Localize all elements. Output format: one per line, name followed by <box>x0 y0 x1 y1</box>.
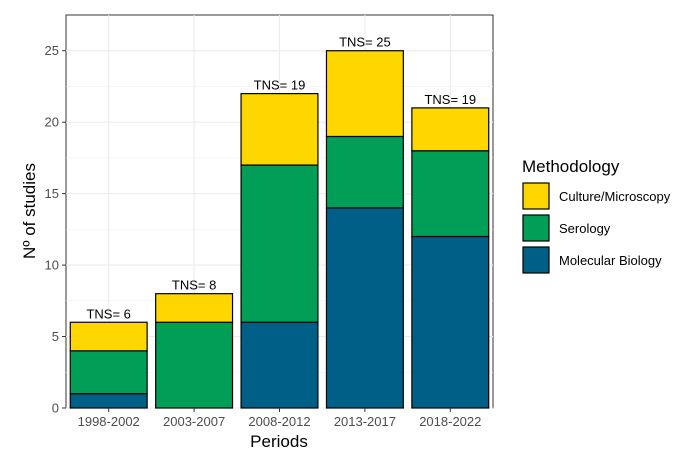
bar-segment-serology <box>69 350 148 395</box>
legend-label-culture-microscopy: Culture/Microscopy <box>559 189 671 204</box>
x-axis-title: Periods <box>250 432 308 450</box>
bar-segment-molecular-biology <box>240 321 319 409</box>
bar-segment-molecular-biology <box>411 235 490 409</box>
legend-swatch-culture-microscopy <box>522 182 550 210</box>
legend-swatch-molecular-biology <box>522 246 550 274</box>
bar-segment-culture-microscopy <box>325 50 404 138</box>
bar-segment-serology <box>411 150 490 238</box>
bar-segment-serology <box>155 321 234 409</box>
bar-segment-serology <box>240 164 319 323</box>
legend-label-molecular-biology: Molecular Biology <box>559 253 662 268</box>
bar-segment-molecular-biology <box>69 393 148 409</box>
legend-title: Methodology <box>522 157 620 176</box>
legend-label-serology: Serology <box>559 221 611 236</box>
x-tick-label: 2008-2012 <box>248 414 310 429</box>
y-tick-label: 10 <box>45 258 59 273</box>
y-axis: 0 5 10 15 20 25 <box>45 43 66 416</box>
bar-total-label: TNS= 8 <box>172 278 216 293</box>
bar-total-label: TNS= 19 <box>254 78 306 93</box>
bars <box>69 50 490 409</box>
x-axis: 1998-2002 2003-2007 2008-2012 2013-2017 2018… <box>78 408 481 429</box>
bar-segment-molecular-biology <box>325 207 404 409</box>
bar-segment-culture-microscopy <box>155 293 234 323</box>
y-tick-label: 25 <box>45 43 59 58</box>
x-tick-label: 2003-2007 <box>163 414 225 429</box>
bar-segment-serology <box>325 135 404 209</box>
bar-segment-culture-microscopy <box>411 107 490 152</box>
bar-segment-culture-microscopy <box>69 321 148 352</box>
y-axis-title: Nº of studies <box>20 163 39 259</box>
bar-total-label: TNS= 6 <box>86 306 130 321</box>
x-tick-label: 2013-2017 <box>334 414 396 429</box>
bar-total-labels: TNS= 6 TNS= 8 TNS= 19 TNS= 25 TNS= 19 <box>86 35 476 322</box>
y-tick-label: 20 <box>45 115 59 130</box>
bar-total-label: TNS= 25 <box>339 35 391 50</box>
x-tick-label: 2018-2022 <box>419 414 481 429</box>
bar-segment-culture-microscopy <box>240 92 319 166</box>
y-tick-label: 0 <box>52 401 59 416</box>
y-tick-label: 15 <box>45 186 59 201</box>
bar-total-label: TNS= 19 <box>424 92 476 107</box>
y-tick-label: 5 <box>52 329 59 344</box>
x-tick-label: 1998-2002 <box>78 414 140 429</box>
legend: Methodology Culture/Microscopy Serology Mo… <box>522 157 671 274</box>
legend-swatch-serology <box>522 214 550 242</box>
